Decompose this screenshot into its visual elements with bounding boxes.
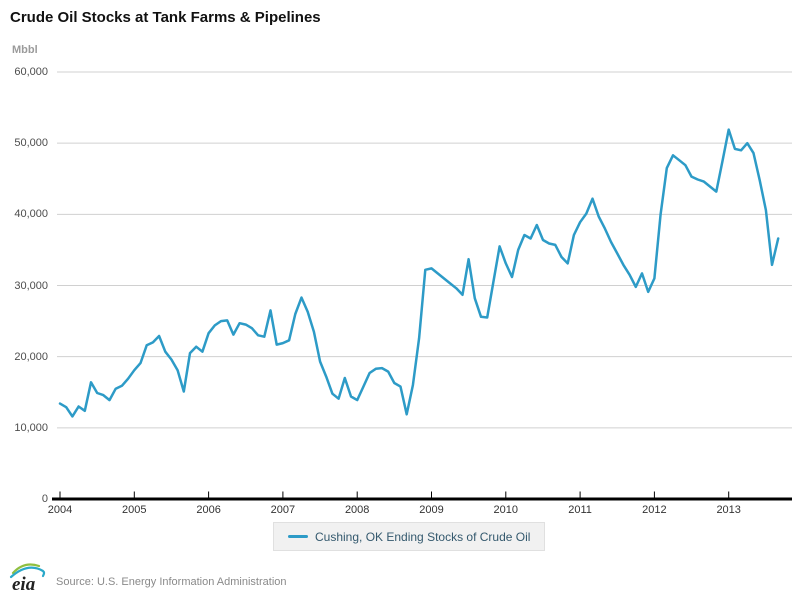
- y-tick-label: 20,000: [14, 350, 48, 363]
- y-tick-label: 10,000: [14, 421, 48, 434]
- chart-title: Crude Oil Stocks at Tank Farms & Pipelin…: [10, 9, 321, 26]
- x-tick-label: 2005: [122, 504, 147, 516]
- x-tick-label: 2009: [419, 504, 444, 516]
- x-tick-label: 2010: [493, 504, 519, 516]
- x-tick-label: 2004: [47, 504, 73, 516]
- legend: Cushing, OK Ending Stocks of Crude Oil: [273, 522, 546, 551]
- footer: eia Source: U.S. Energy Information Admi…: [8, 560, 287, 596]
- x-tick-label: 2007: [270, 504, 296, 516]
- x-tick-label: 2006: [196, 504, 221, 516]
- y-tick-label: 50,000: [14, 137, 48, 150]
- y-tick-label: 40,000: [14, 208, 48, 221]
- y-tick-label: 0: [41, 493, 48, 505]
- data-series-line: [58, 128, 780, 418]
- x-tick-label: 2012: [642, 504, 667, 516]
- eia-logo-icon: eia: [9, 563, 46, 595]
- x-tick-label: 2011: [568, 504, 592, 516]
- y-axis-unit-label: Mbbl: [12, 44, 38, 56]
- y-tick-label: 60,000: [14, 66, 48, 78]
- x-tick-label: 2008: [344, 504, 370, 516]
- y-tick-label: 30,000: [14, 279, 48, 292]
- x-tick-label: 2013: [716, 504, 741, 516]
- eia-logo-text: eia: [12, 574, 36, 595]
- legend-label: Cushing, OK Ending Stocks of Crude Oil: [315, 529, 531, 544]
- source-text: Source: U.S. Energy Information Administ…: [56, 576, 287, 588]
- legend-line-swatch: [288, 535, 308, 538]
